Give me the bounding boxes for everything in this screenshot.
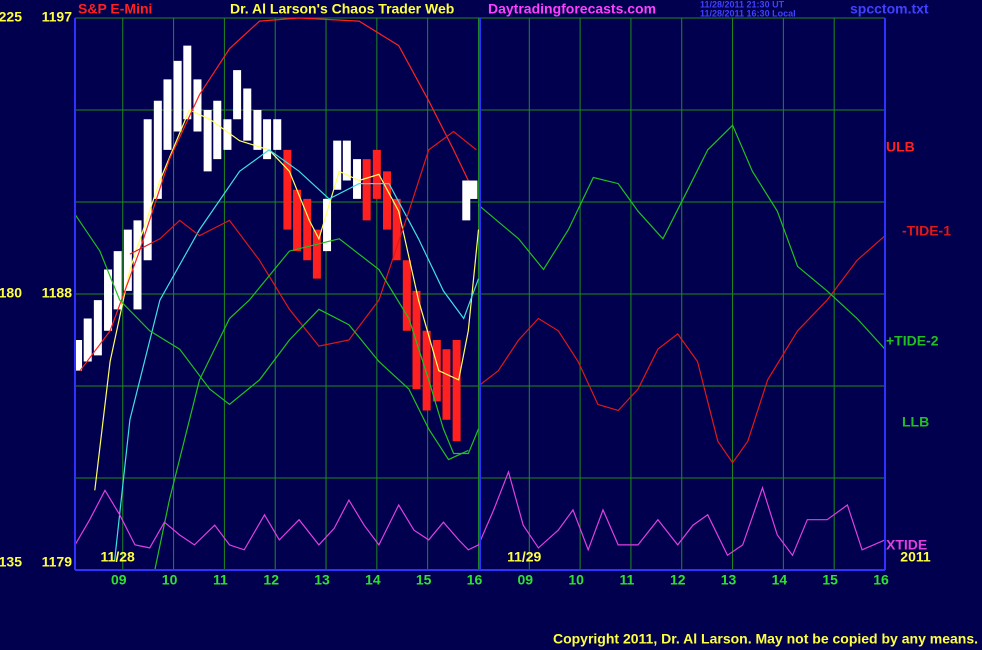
y-tick-label: 1188 xyxy=(42,285,73,301)
date-label: 2011 xyxy=(900,549,931,565)
series-label: -TIDE-1 xyxy=(902,223,951,239)
x-tick-label: 13 xyxy=(314,572,330,588)
x-tick-label: 11 xyxy=(620,572,635,588)
y2-tick-label: 225 xyxy=(0,9,22,25)
marks xyxy=(74,17,886,571)
x-tick-label: 10 xyxy=(568,572,584,588)
series-line xyxy=(74,469,886,557)
y2-tick-label: 135 xyxy=(0,554,22,570)
series-line xyxy=(114,149,480,561)
date-label: 11/28 xyxy=(101,549,135,565)
site: Daytradingforecasts.com xyxy=(488,1,656,17)
y-tick-label: 1197 xyxy=(42,9,73,25)
x-tick-label: 13 xyxy=(721,572,737,588)
x-tick-label: 09 xyxy=(111,572,127,588)
date-label: 11/29 xyxy=(507,549,541,565)
y2-tick-label: 180 xyxy=(0,285,22,301)
x-tick-label: 15 xyxy=(416,572,432,588)
y-tick-label: 1179 xyxy=(42,554,73,570)
series-line xyxy=(74,124,886,461)
chart-title: Dr. Al Larson's Chaos Trader Web xyxy=(230,1,454,17)
file-name: spcctom.txt xyxy=(850,1,929,17)
series-line xyxy=(79,17,469,372)
x-tick-label: 14 xyxy=(365,572,381,588)
x-tick-label: 15 xyxy=(822,572,838,588)
x-tick-label: 11 xyxy=(213,572,228,588)
series-label: XTIDE xyxy=(886,537,927,553)
x-tick-label: 09 xyxy=(518,572,534,588)
series-label: ULB xyxy=(886,139,915,155)
x-tick-label: 10 xyxy=(162,572,178,588)
x-tick-label: 12 xyxy=(263,572,279,588)
instrument: S&P E-Mini xyxy=(78,1,152,17)
x-tick-label: 16 xyxy=(467,572,483,588)
series-line xyxy=(94,109,480,491)
series-label: LLB xyxy=(902,414,929,430)
labels: 09 10 11 12 13 14 15 16 09 10 11 12 13 14 15 16 1179 1188… xyxy=(0,9,951,588)
series-line xyxy=(154,238,480,571)
x-tick-label: 12 xyxy=(670,572,686,588)
copyright: Copyright 2011, Dr. Al Larson. May not b… xyxy=(553,631,978,647)
series-label: +TIDE-2 xyxy=(886,333,939,349)
x-tick-label: 14 xyxy=(772,572,788,588)
timestamp: 11/28/2011 21:30 UT xyxy=(700,0,785,9)
timestamp: 11/28/2011 16:30 Local xyxy=(700,8,796,18)
series-line xyxy=(129,130,886,464)
x-tick-label: 16 xyxy=(873,572,889,588)
